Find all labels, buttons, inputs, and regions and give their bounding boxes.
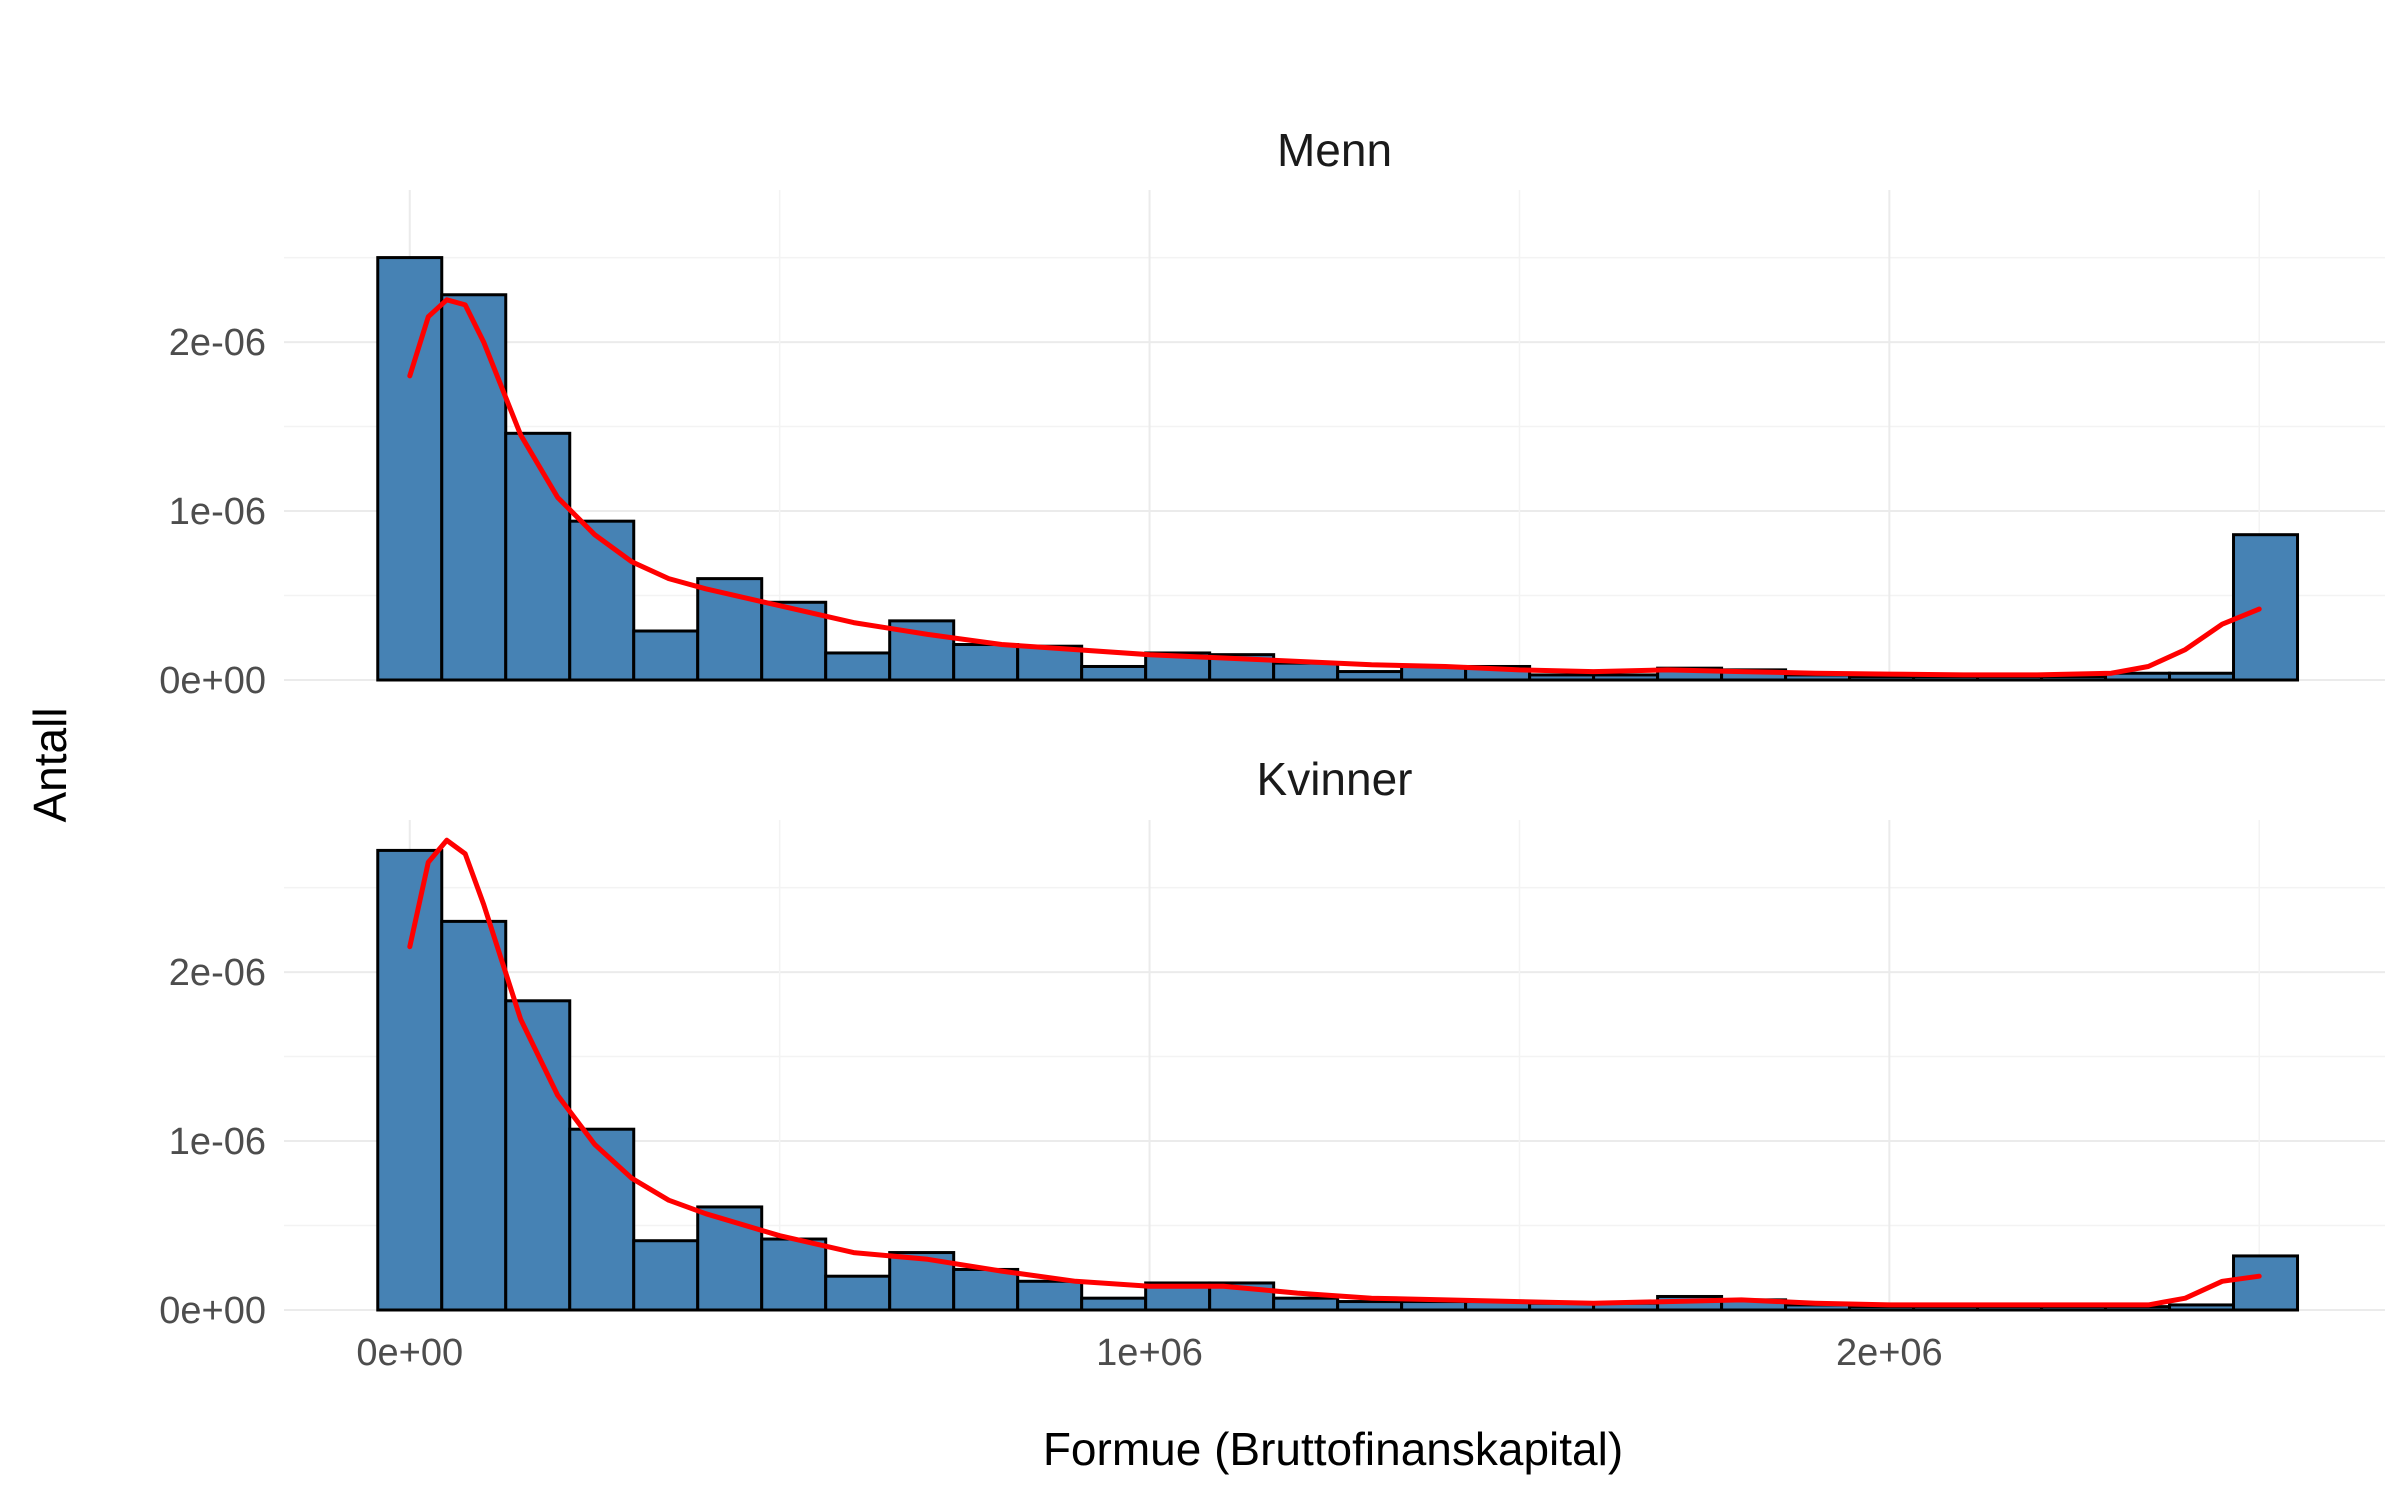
x-tick-label: 0e+00	[356, 1332, 463, 1374]
histogram-bar	[2232, 533, 2300, 682]
y-tick-label: 2e-06	[169, 322, 266, 364]
density-curve	[407, 297, 2262, 678]
density-curve	[407, 837, 2262, 1308]
y-tick-label: 0e+00	[159, 1290, 266, 1332]
histogram-bar	[1272, 1296, 1340, 1312]
y-tick-label: 2e-06	[169, 952, 266, 994]
histogram-bar	[376, 256, 444, 682]
histogram-bar	[2040, 675, 2108, 682]
x-axis-title: Formue (Bruttofinanskapital)	[1043, 1423, 1623, 1475]
histogram-bar	[824, 651, 892, 682]
panel-kvinner: Kvinner 0e+00 1e-06 2e-06	[159, 753, 2385, 1332]
histogram-bar	[2168, 1303, 2236, 1312]
histogram-bar	[952, 643, 1020, 682]
y-tick-label: 0e+00	[159, 660, 266, 702]
y-axis-title: Antall	[24, 707, 76, 822]
histogram-bar	[440, 293, 508, 682]
histogram-bar	[696, 1205, 764, 1312]
x-tick-label: 1e+06	[1096, 1332, 1203, 1374]
histogram-bar	[632, 1239, 700, 1312]
histogram-bar	[1080, 664, 1148, 682]
histogram-bars	[376, 848, 2300, 1312]
y-tick-label: 1e-06	[169, 491, 266, 533]
histogram-bar	[376, 848, 444, 1312]
histogram-bar	[952, 1267, 1020, 1312]
panel-title: Menn	[1277, 124, 1392, 176]
histogram-bar	[1848, 675, 1916, 682]
histogram-bar	[1592, 673, 1660, 682]
histogram-bar	[760, 1237, 828, 1312]
histogram-bar	[2232, 1254, 2300, 1312]
histogram-bar	[2168, 671, 2236, 682]
x-tick-label: 2e+06	[1836, 1332, 1943, 1374]
x-axis-ticks: 0e+00 1e+06 2e+06	[356, 1332, 1942, 1374]
histogram-bar	[1272, 661, 1340, 682]
panels: Menn 0e+00 1e-06 2e-06 Kvinner 0e+00 1e-06 2e-0…	[159, 124, 2385, 1374]
panel-menn: Menn 0e+00 1e-06 2e-06	[159, 124, 2385, 702]
histogram-bar	[1080, 1296, 1148, 1312]
histogram-bar	[632, 629, 700, 682]
histogram-bar	[504, 999, 572, 1312]
histogram-bar	[1528, 673, 1596, 682]
histogram-bar	[1336, 670, 1404, 682]
histogram-bar	[1400, 1300, 1468, 1312]
histogram-bar	[1016, 1279, 1084, 1312]
histogram-bar	[1336, 1300, 1404, 1312]
panel-title: Kvinner	[1257, 753, 1413, 805]
histogram-bar	[440, 919, 508, 1312]
histogram-bar	[504, 431, 572, 682]
histogram-bars	[376, 256, 2300, 682]
histogram-bar	[568, 1127, 636, 1312]
histogram-bar	[824, 1274, 892, 1312]
histogram-bar	[568, 519, 636, 682]
y-tick-label: 1e-06	[169, 1121, 266, 1163]
